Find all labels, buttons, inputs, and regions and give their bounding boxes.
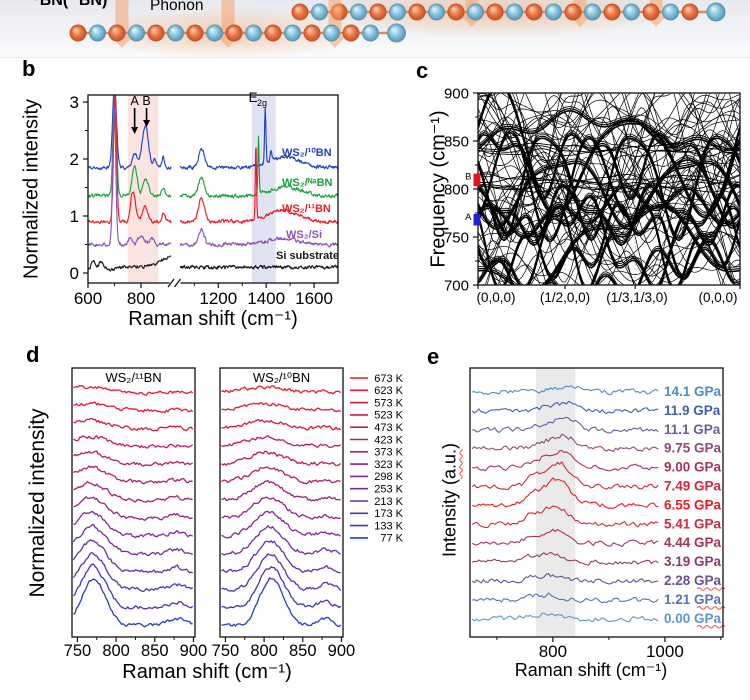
b-curve-label: Si substrate bbox=[276, 250, 339, 262]
peak-b-label: B bbox=[142, 94, 150, 108]
e-pressure-label: 9.75 GPa bbox=[664, 441, 722, 456]
d-legend-label: 253 K bbox=[374, 484, 403, 496]
e-pressure-label: 9.00 GPa bbox=[664, 460, 722, 475]
b-x-tick: 1600 bbox=[295, 289, 333, 308]
d-x-tick: 900 bbox=[180, 642, 208, 660]
d-subpanel-title: WS₂/¹¹BN bbox=[105, 370, 161, 385]
panel-c-tag: c bbox=[416, 58, 429, 83]
e-pressure-label: 7.49 GPa bbox=[664, 479, 722, 494]
panel-e-plot: 14.1 GPa 11.9 GPa 11.1 GPa 9.75 GPa 9.00 GPa… bbox=[469, 367, 726, 661]
panel-e-ylabel-au: a.u. bbox=[439, 448, 460, 479]
phonon-label: Phonon bbox=[150, 0, 204, 14]
e2g-label: E bbox=[248, 90, 257, 105]
d-legend-label: 473 K bbox=[374, 422, 403, 434]
e-pressure-label: 1.21 GPa bbox=[664, 592, 722, 607]
d-x-tick: 850 bbox=[141, 642, 169, 660]
c-k-label: (1/2,0,0) bbox=[540, 290, 590, 305]
panel-d-ylabel: Normalized intensity bbox=[26, 408, 49, 598]
b-x-tick: 600 bbox=[74, 289, 102, 308]
e-pressure-label: 14.1 GPa bbox=[664, 384, 722, 399]
d-legend-label: 173 K bbox=[374, 508, 403, 520]
d-x-tick: 900 bbox=[328, 642, 356, 660]
c-y-tick: 900 bbox=[444, 86, 469, 103]
d-subpanel-title: WS₂/¹⁰BN bbox=[253, 370, 310, 385]
panel-b-tag: b bbox=[22, 56, 36, 81]
e-pressure-label: 5.41 GPa bbox=[664, 516, 722, 531]
panel-d-plot: WS₂/¹¹BN 750 800 850 900 WS₂/¹⁰BN 750 800 850 900… bbox=[64, 367, 404, 660]
b-curve-label: WS₂/¹¹BN bbox=[282, 203, 331, 215]
c-y-tick: 800 bbox=[444, 182, 469, 199]
d-legend-label: 298 K bbox=[374, 471, 403, 483]
e-pressure-label: 6.55 GPa bbox=[664, 497, 722, 512]
b-y-tick: 0 bbox=[70, 264, 79, 283]
phonon-illustration bbox=[69, 0, 726, 57]
panel-b-plot: 600 800 1200 1400 1600 0 1 2 3 WS₂/¹⁰BN WS₂/ᴺᵃBN WS… bbox=[70, 90, 339, 308]
e-pressure-label: 11.9 GPa bbox=[664, 403, 721, 418]
d-legend-label: 133 K bbox=[374, 520, 403, 532]
c-marker-B: B bbox=[465, 172, 471, 183]
c-y-tick: 700 bbox=[444, 278, 469, 295]
c-k-label: (0,0,0) bbox=[698, 290, 737, 305]
c-k-label: (0,0,0) bbox=[476, 290, 515, 305]
panel-b-ylabel: Normalized intensity bbox=[20, 98, 43, 280]
b-y-tick: 2 bbox=[70, 150, 79, 169]
peak-a-label: A bbox=[130, 94, 139, 108]
d-x-tick: 750 bbox=[212, 642, 240, 660]
panel-c-ylabel: Frequency (cm⁻¹) bbox=[427, 110, 450, 268]
e-x-tick: 800 bbox=[539, 642, 567, 661]
panel-d-xlabel: Raman shift (cm⁻¹) bbox=[122, 661, 292, 683]
c-y-tick: 850 bbox=[444, 134, 469, 151]
e-pressure-label: 4.44 GPa bbox=[664, 535, 722, 550]
panel-e-ylabel: Intensity (a.u.) bbox=[440, 443, 461, 557]
panel-e-tag: e bbox=[427, 344, 440, 369]
panel-c-plot: 700 750 800 850 900 (0,0,0) (1/2,0,0) (1/3,1/3,… bbox=[444, 86, 741, 305]
c-marker-A: A bbox=[465, 212, 472, 223]
b-x-tick: 1200 bbox=[199, 289, 237, 308]
d-legend-label: 323 K bbox=[374, 459, 403, 471]
d-legend-label: 523 K bbox=[374, 410, 403, 422]
e-pressure-label: 0.00 GPa bbox=[664, 611, 722, 626]
panel-d-tag: d bbox=[26, 342, 40, 367]
b-x-tick: 800 bbox=[127, 289, 155, 308]
c-k-label: (1/3,1/3,0) bbox=[606, 290, 668, 305]
d-legend-label: 213 K bbox=[374, 496, 403, 508]
b-x-tick: 1400 bbox=[247, 289, 285, 308]
e2g-label-sub: 2g bbox=[257, 98, 267, 108]
d-legend-label: 373 K bbox=[374, 447, 403, 459]
b-curve-label: WS₂/ᴺᵃBN bbox=[282, 177, 333, 189]
d-legend-label: 673 K bbox=[374, 373, 403, 385]
d-x-tick: 800 bbox=[250, 642, 278, 660]
panel-e-ylabel-post: ) bbox=[439, 442, 460, 449]
e-x-tick: 1000 bbox=[646, 642, 684, 661]
panel-e-ylabel-pre: Intensity ( bbox=[439, 479, 460, 558]
atom-chain-left bbox=[69, 0, 406, 57]
d-x-tick: 850 bbox=[289, 642, 317, 660]
b-y-tick: 1 bbox=[70, 207, 79, 226]
c-y-tick: 750 bbox=[444, 230, 469, 247]
b-curve-label: WS₂/Si bbox=[286, 229, 322, 241]
e-pressure-label: 3.19 GPa bbox=[664, 554, 722, 569]
b-y-tick: 3 bbox=[70, 93, 79, 112]
panel-e-xlabel: Raman shift (cm⁻¹) bbox=[514, 660, 668, 680]
isotope-bn-label: ¹⁰BN(¹¹BN) bbox=[28, 0, 108, 9]
d-x-tick: 800 bbox=[102, 642, 130, 660]
d-legend-label: 623 K bbox=[374, 385, 403, 397]
d-x-tick: 750 bbox=[64, 642, 92, 660]
d-legend-label: 573 K bbox=[374, 397, 403, 409]
panel-a-crop: ¹⁰BN(¹¹BN) Phonon bbox=[0, 0, 750, 58]
panel-b-xlabel: Raman shift (cm⁻¹) bbox=[128, 308, 298, 330]
e-pressure-label: 11.1 GPa bbox=[664, 422, 721, 437]
d-legend-label: 423 K bbox=[374, 434, 403, 446]
d-legend-label: 77 K bbox=[380, 533, 403, 545]
b-curve-label: WS₂/¹⁰BN bbox=[282, 147, 332, 159]
e-pressure-label: 2.28 GPa bbox=[664, 573, 722, 588]
